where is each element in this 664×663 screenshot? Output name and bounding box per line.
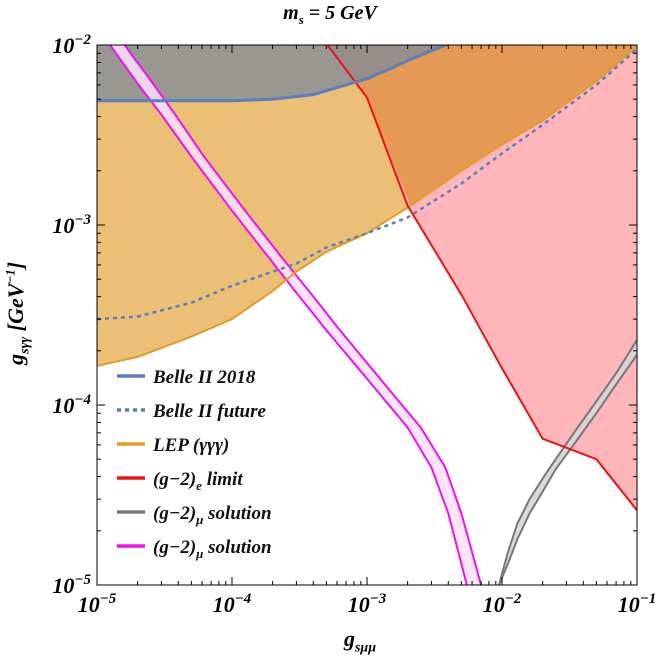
x-tick-label: 10−5 [78,591,117,617]
y-tick-label: 10−4 [52,392,91,418]
g2mu-gray-edge-low [498,354,637,585]
legend-label: Belle II future [152,401,267,422]
x-tick-label: 10−1 [618,591,657,617]
g2mu-magenta-edge-right [123,45,483,585]
lep-line [97,45,637,367]
title-sub: s [298,12,304,27]
xlabel-g: g [343,626,355,651]
g2mu-magenta-edge-left [109,45,468,585]
chart-title: ms = 5 GeV [230,2,430,28]
belle-2018-region [97,45,449,101]
x-tick-label: 10−4 [213,591,252,617]
legend-label: (g−2)e limit [153,469,243,493]
y-tick-label: 10−3 [52,212,91,238]
xlabel-sub: sμμ [354,640,377,656]
ylabel-sup: −1 [2,269,18,284]
legend-label: Belle II 2018 [152,367,256,388]
ylabel-g: g [2,353,28,365]
x-tick-label: 10−2 [483,591,522,617]
plot-layer [97,45,637,585]
g2e-line [326,45,637,511]
legend-label: (g−2)μ solution [153,537,272,561]
title-rest: = 5 GeV [303,2,377,24]
x-tick-label: 10−3 [348,591,387,617]
x-axis-label: gsμμ [300,626,420,656]
legend-label: LEP (γγγ) [152,435,229,456]
g2mu-gray-edge-high [498,339,637,585]
ylabel-sub: sγγ [17,336,33,354]
title-m: m [283,2,299,24]
ylabel-close: ] [2,261,28,270]
overlap-region [327,45,637,206]
y-axis-label: gsγγ [GeV−1] [3,203,34,423]
legend: Belle II 2018 Belle II future LEP (γγγ) (g−… [117,367,272,561]
belle-2018-line [97,45,449,103]
g2mu-gray-band [499,339,637,585]
ylabel-unit: [GeV [2,283,28,337]
legend-label: (g−2)μ solution [153,503,272,527]
y-tick-label: 10−2 [52,32,91,58]
y-tick-label: 10−5 [52,572,91,598]
